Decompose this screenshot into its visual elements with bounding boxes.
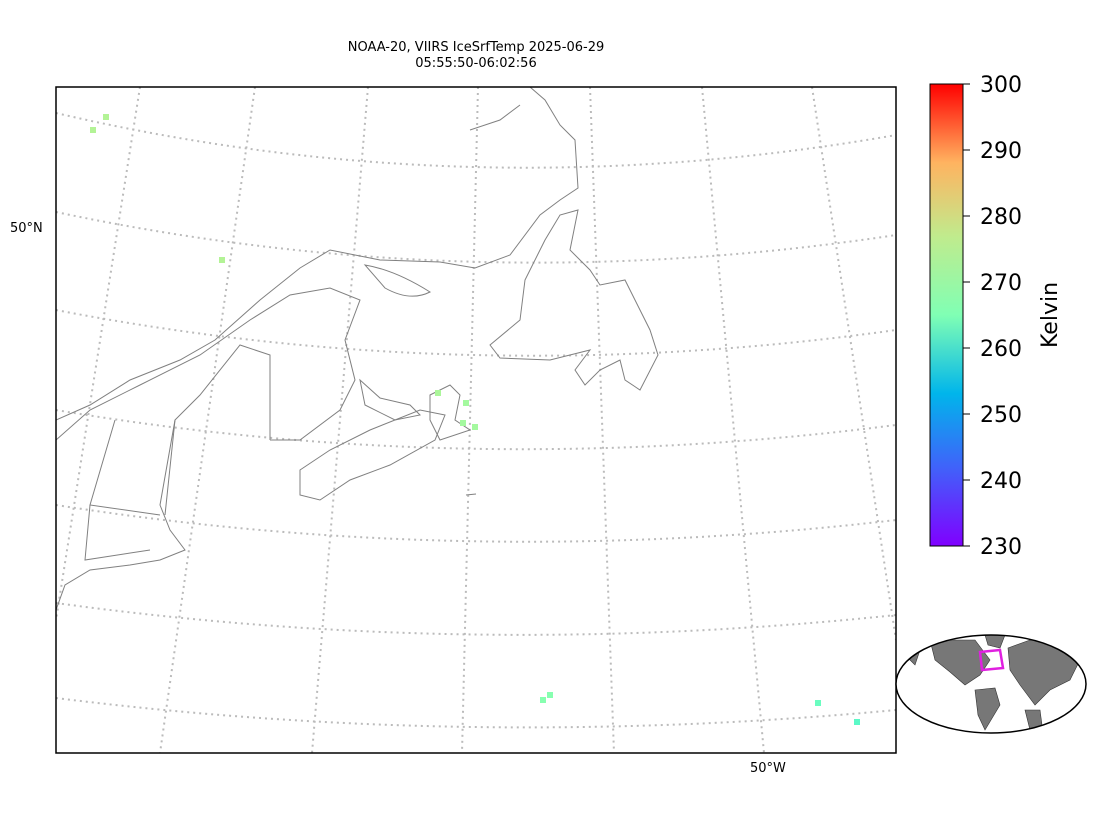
title-line: 05:55:50-06:02:56 <box>415 56 536 71</box>
map-frame <box>55 86 897 754</box>
colorbar-label: Kelvin <box>1038 282 1063 348</box>
globe-inset <box>895 634 1087 734</box>
colorbar-tick-label: 240 <box>980 469 1022 494</box>
temperature-pixel <box>540 697 546 703</box>
lon-label: 50°W <box>750 761 786 776</box>
temperature-pixel <box>854 719 860 725</box>
colorbar-tick-label: 260 <box>980 337 1022 362</box>
temperature-pixel <box>815 700 821 706</box>
temperature-pixel <box>435 390 441 396</box>
colorbar <box>929 83 964 547</box>
colorbar-tick-label: 300 <box>980 73 1022 98</box>
temperature-pixel <box>463 400 469 406</box>
colorbar-tick-label: 230 <box>980 535 1022 560</box>
temperature-pixel <box>547 692 553 698</box>
lat-label: 50°N <box>10 221 43 236</box>
temperature-pixel <box>472 424 478 430</box>
map-area <box>56 87 896 753</box>
temperature-pixel <box>460 420 466 426</box>
title-line: NOAA-20, VIIRS IceSrfTemp 2025-06-29 <box>348 40 605 55</box>
colorbar-tick-label: 290 <box>980 139 1022 164</box>
temperature-pixel <box>90 127 96 133</box>
temperature-pixel <box>219 257 225 263</box>
colorbar-tick-label: 250 <box>980 403 1022 428</box>
temperature-pixel <box>103 114 109 120</box>
colorbar-tick-label: 270 <box>980 271 1022 296</box>
colorbar-tick-label: 280 <box>980 205 1022 230</box>
